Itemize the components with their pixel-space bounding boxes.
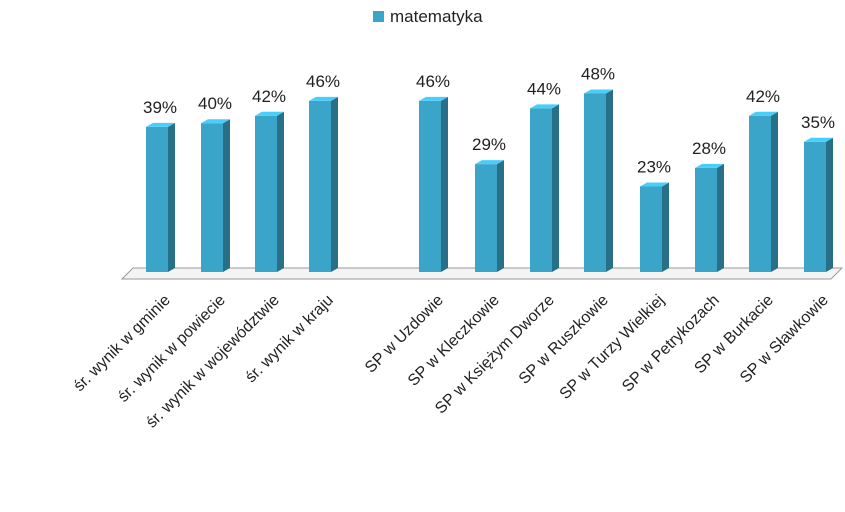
category-label: SP w Petrykozach xyxy=(619,292,723,396)
bar xyxy=(640,182,669,272)
value-label: 35% xyxy=(801,113,835,132)
bar xyxy=(804,137,833,272)
bar-side xyxy=(168,122,175,272)
bar-top xyxy=(584,89,613,94)
bar-top xyxy=(695,163,724,168)
bar-front xyxy=(584,93,606,272)
category-label: SP w Turzy Wielkiej xyxy=(557,292,668,403)
bar-front xyxy=(309,100,331,272)
bar-side xyxy=(826,137,833,272)
bar-side xyxy=(331,96,338,272)
value-label: 39% xyxy=(143,98,177,117)
bar-top xyxy=(530,104,559,109)
bar-side xyxy=(497,160,504,272)
bar-top xyxy=(804,137,833,142)
value-label: 28% xyxy=(692,139,726,158)
bar-front xyxy=(530,108,552,272)
legend-swatch xyxy=(373,11,384,22)
value-label: 44% xyxy=(527,79,561,98)
bar-side xyxy=(441,96,448,272)
bar xyxy=(530,104,559,272)
value-label: 42% xyxy=(252,87,286,106)
bar-side xyxy=(552,104,559,272)
value-label: 23% xyxy=(637,157,671,176)
value-label: 29% xyxy=(472,135,506,154)
bar-front xyxy=(201,123,223,272)
bar-top xyxy=(749,111,778,116)
bar xyxy=(419,96,448,272)
value-labels: 39% 40% 42% 46% 46% 29% 44% 48% 23% 28% 42% 35% xyxy=(143,64,835,176)
bar xyxy=(309,96,338,272)
value-label: 46% xyxy=(416,72,450,91)
category-label: śr. wynik w powiecie xyxy=(115,292,229,406)
legend-label: matematyka xyxy=(390,7,483,26)
bar xyxy=(146,122,175,272)
bar-top xyxy=(419,96,448,101)
value-label: 46% xyxy=(306,72,340,91)
bar-front xyxy=(749,115,771,272)
bar-front xyxy=(419,100,441,272)
bar-front xyxy=(695,167,717,272)
bar-side xyxy=(771,111,778,272)
legend: matematyka xyxy=(373,7,483,26)
bar-front xyxy=(146,126,168,272)
bars xyxy=(146,89,833,272)
bar-front xyxy=(255,115,277,272)
bar xyxy=(749,111,778,272)
bar-side xyxy=(277,111,284,272)
bar-top xyxy=(255,111,284,116)
bar xyxy=(584,89,613,272)
bar xyxy=(201,119,230,272)
value-label: 48% xyxy=(581,64,615,83)
category-label: śr. wynik w gminie xyxy=(71,292,174,395)
bar xyxy=(695,163,724,272)
bar-front xyxy=(640,186,662,272)
bar-top xyxy=(640,182,669,187)
value-label: 42% xyxy=(746,87,780,106)
bar xyxy=(475,160,504,272)
bar-top xyxy=(201,119,230,124)
bar-side xyxy=(606,89,613,272)
bar-side xyxy=(223,119,230,272)
bar-front xyxy=(804,141,826,272)
value-label: 40% xyxy=(198,94,232,113)
bar-front xyxy=(475,164,497,272)
bar-side xyxy=(662,182,669,272)
bar-side xyxy=(717,163,724,272)
bar xyxy=(255,111,284,272)
bar-top xyxy=(309,96,338,101)
bar-top xyxy=(475,160,504,165)
bar-top xyxy=(146,122,175,127)
